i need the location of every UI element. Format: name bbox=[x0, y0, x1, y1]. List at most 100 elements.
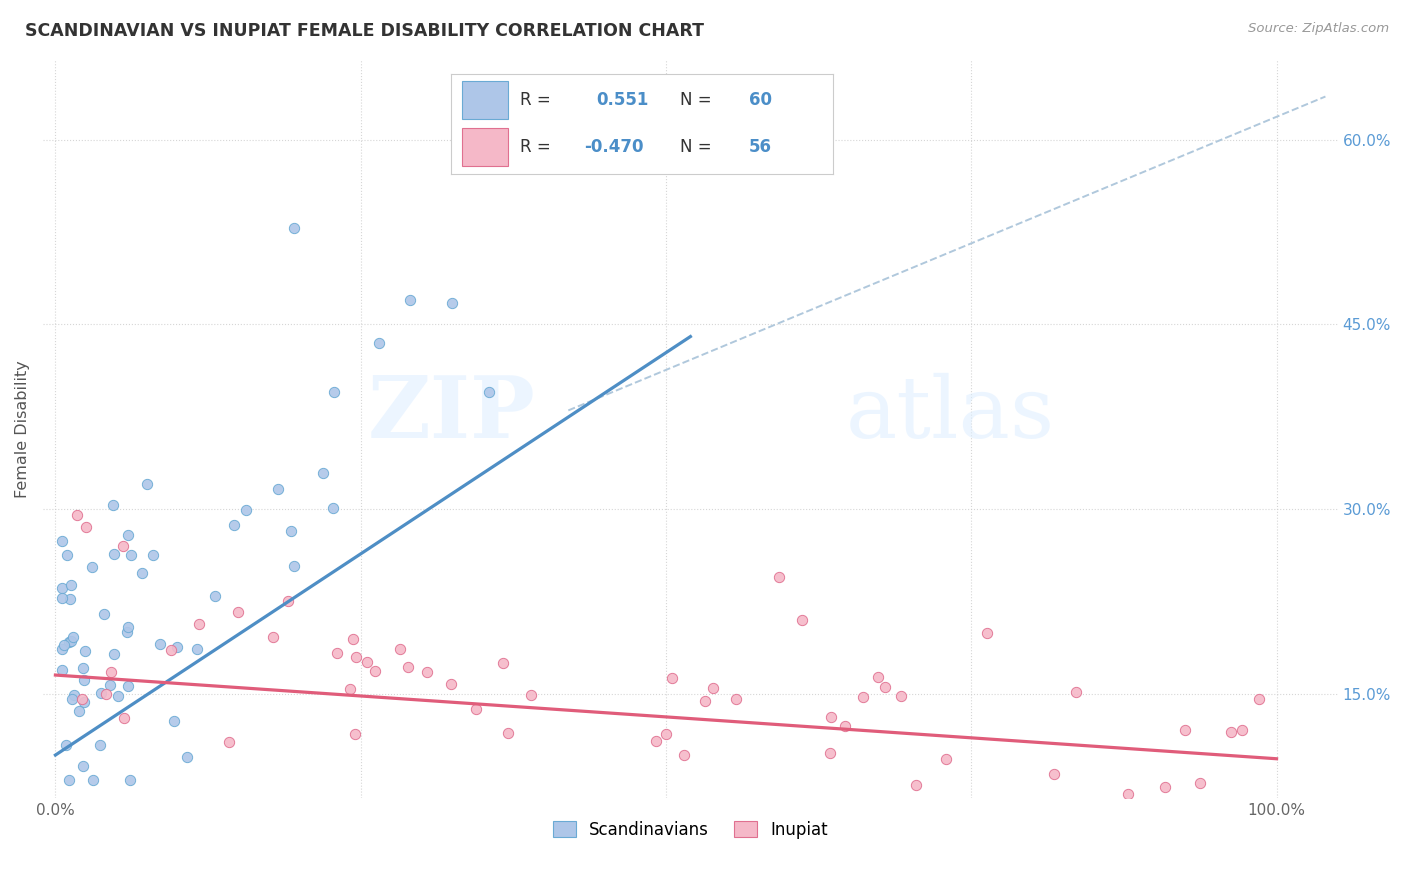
Point bbox=[725, 692, 748, 706]
Point bbox=[890, 689, 912, 703]
Point bbox=[1154, 780, 1177, 794]
Point bbox=[1232, 723, 1254, 738]
Point bbox=[101, 498, 124, 512]
Point bbox=[464, 701, 486, 715]
Point bbox=[163, 714, 186, 728]
Point bbox=[59, 592, 82, 607]
Point bbox=[67, 704, 90, 718]
Point bbox=[60, 634, 83, 648]
Point bbox=[492, 657, 515, 671]
Point bbox=[1066, 685, 1088, 699]
Point bbox=[342, 632, 364, 646]
Point bbox=[103, 647, 125, 661]
Point bbox=[111, 539, 134, 553]
Text: ZIP: ZIP bbox=[367, 372, 536, 456]
Point bbox=[267, 482, 290, 496]
Point bbox=[389, 641, 412, 656]
Point bbox=[904, 778, 927, 792]
Point bbox=[322, 385, 344, 400]
Point bbox=[55, 738, 77, 752]
Point bbox=[58, 635, 80, 649]
Point bbox=[115, 624, 138, 639]
Point bbox=[224, 518, 246, 533]
Point bbox=[478, 384, 501, 399]
Legend: Scandinavians, Inupiat: Scandinavians, Inupiat bbox=[546, 814, 835, 846]
Point bbox=[441, 296, 464, 310]
Point bbox=[117, 680, 139, 694]
Point bbox=[1188, 776, 1211, 790]
Point bbox=[204, 589, 226, 603]
Point bbox=[672, 747, 695, 762]
Point bbox=[1174, 723, 1197, 737]
Point bbox=[89, 738, 111, 752]
Point bbox=[186, 642, 208, 657]
Point bbox=[117, 620, 139, 634]
Point bbox=[51, 591, 73, 605]
Point bbox=[75, 520, 97, 534]
Point bbox=[60, 691, 83, 706]
Point bbox=[396, 660, 419, 674]
Point bbox=[976, 625, 998, 640]
Point bbox=[868, 670, 890, 684]
Point bbox=[702, 681, 724, 695]
Point bbox=[226, 605, 249, 619]
Text: Source: ZipAtlas.com: Source: ZipAtlas.com bbox=[1249, 22, 1389, 36]
Point bbox=[440, 677, 463, 691]
Point bbox=[63, 688, 86, 702]
Point bbox=[103, 547, 125, 561]
Point bbox=[66, 508, 89, 522]
Point bbox=[70, 691, 93, 706]
Point bbox=[96, 687, 118, 701]
Point bbox=[72, 661, 94, 675]
Point bbox=[398, 293, 420, 307]
Point bbox=[73, 673, 96, 687]
Point bbox=[188, 616, 211, 631]
Point bbox=[60, 578, 83, 592]
Point bbox=[235, 503, 257, 517]
Point bbox=[654, 727, 676, 741]
Text: SCANDINAVIAN VS INUPIAT FEMALE DISABILITY CORRELATION CHART: SCANDINAVIAN VS INUPIAT FEMALE DISABILIT… bbox=[25, 22, 704, 40]
Point bbox=[339, 682, 361, 697]
Point bbox=[498, 725, 520, 739]
Text: atlas: atlas bbox=[846, 373, 1054, 456]
Point bbox=[118, 772, 141, 787]
Point bbox=[344, 726, 367, 740]
Point bbox=[98, 678, 121, 692]
Point bbox=[166, 640, 188, 654]
Point bbox=[356, 655, 378, 669]
Point bbox=[112, 711, 135, 725]
Point bbox=[312, 467, 335, 481]
Point bbox=[90, 686, 112, 700]
Point bbox=[852, 690, 875, 705]
Point bbox=[1249, 692, 1271, 706]
Point bbox=[283, 221, 305, 235]
Point bbox=[62, 630, 84, 644]
Point bbox=[520, 688, 543, 702]
Point bbox=[364, 664, 387, 678]
Point bbox=[1219, 724, 1241, 739]
Point bbox=[218, 735, 240, 749]
Point bbox=[416, 665, 439, 679]
Point bbox=[73, 695, 96, 709]
Point bbox=[768, 570, 790, 584]
Point bbox=[149, 637, 172, 651]
Point bbox=[834, 719, 856, 733]
Point bbox=[160, 643, 183, 657]
Point bbox=[117, 528, 139, 542]
Point bbox=[73, 644, 96, 658]
Point bbox=[52, 638, 75, 652]
Point bbox=[142, 549, 165, 563]
Point bbox=[93, 607, 115, 622]
Point bbox=[661, 672, 683, 686]
Point bbox=[51, 642, 73, 657]
Point bbox=[58, 772, 80, 787]
Point bbox=[1043, 766, 1066, 780]
Point bbox=[72, 759, 94, 773]
Point bbox=[283, 558, 305, 573]
Point bbox=[277, 594, 299, 608]
Point bbox=[368, 335, 391, 350]
Point bbox=[262, 630, 284, 644]
Point bbox=[820, 710, 842, 724]
Point bbox=[135, 477, 157, 491]
Point bbox=[935, 752, 957, 766]
